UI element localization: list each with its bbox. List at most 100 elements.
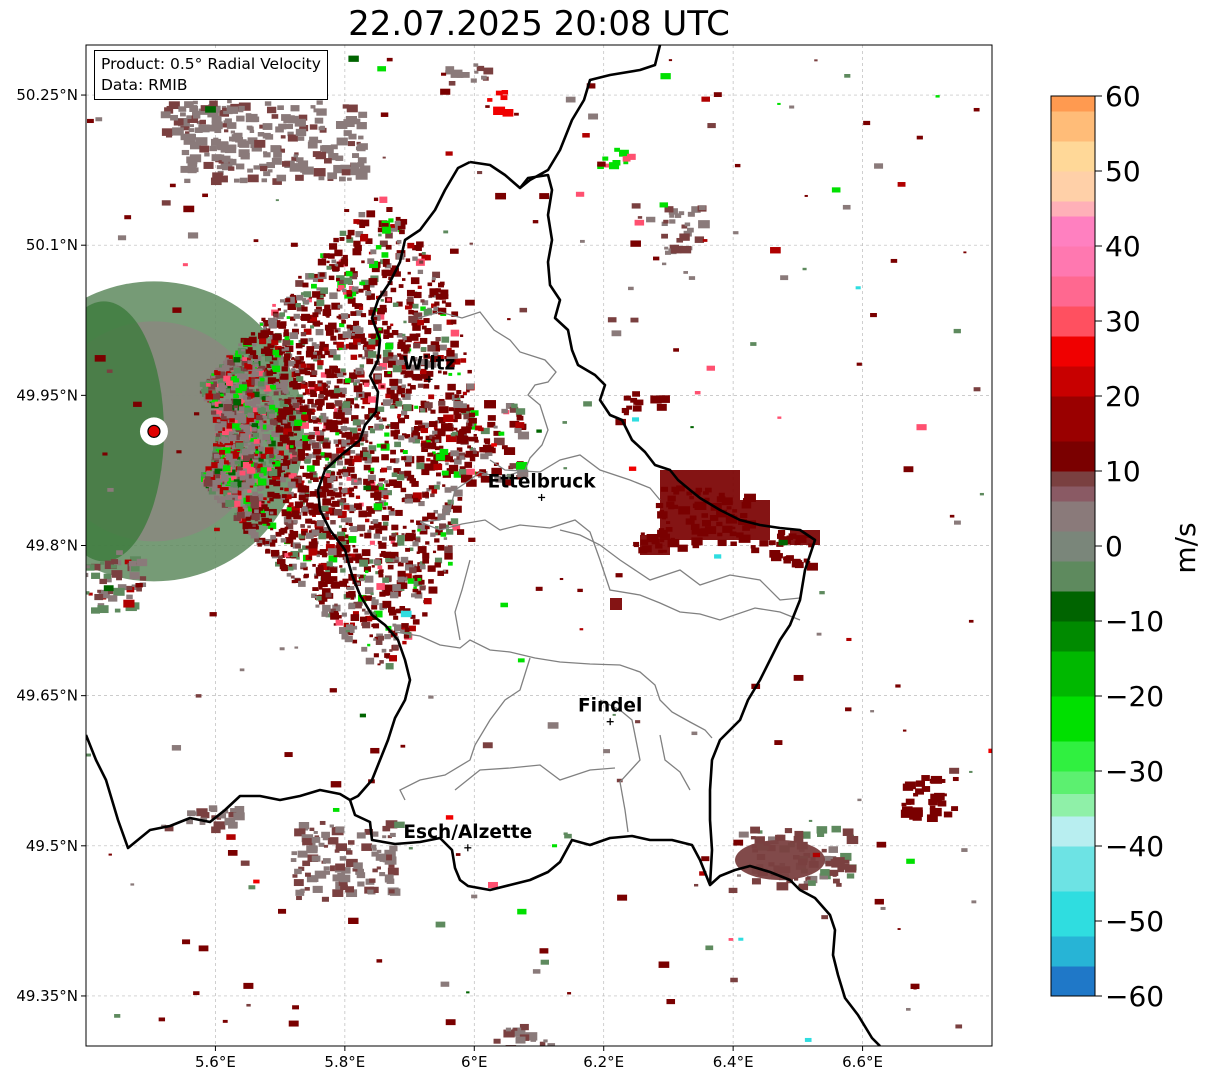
echo-pixel [251, 144, 262, 152]
echo-pixel [398, 223, 406, 230]
echo-pixel [367, 351, 377, 358]
echo-pixel [233, 404, 238, 409]
echo-pixel [294, 868, 302, 875]
echo-pixel [438, 445, 444, 449]
echo-pixel [292, 459, 298, 464]
echo-pixel [441, 470, 449, 476]
echo-pixel [442, 569, 446, 573]
echo-pixel [311, 529, 320, 536]
echo-pixel [211, 826, 221, 834]
echo-pixel [776, 882, 789, 891]
echo-pixel [292, 1005, 299, 1010]
echo-pixel [285, 494, 292, 500]
echo-pixel [429, 434, 435, 439]
echo-pixel [353, 455, 362, 463]
echo-pixel [308, 418, 314, 423]
echo-pixel [341, 468, 350, 475]
echo-pixel [311, 354, 318, 359]
echo-pixel [390, 430, 399, 437]
echo-pixel [358, 111, 368, 118]
echo-pixel [368, 338, 376, 345]
echo-pixel [447, 499, 454, 505]
echo-pixel [322, 513, 329, 519]
echo-pixel [401, 433, 407, 437]
echo-pixel [417, 358, 426, 366]
echo-pixel [233, 132, 243, 140]
echo-pixel [806, 562, 818, 571]
echo-pixel [205, 106, 216, 113]
echo-pixel [392, 623, 397, 627]
echo-pixel [442, 508, 451, 516]
echo-pixel [390, 449, 396, 455]
echo-pixel [323, 583, 328, 587]
echo-pixel [129, 572, 140, 580]
echo-pixel [286, 440, 296, 447]
echo-pixel [500, 602, 509, 608]
echo-pixel [333, 623, 337, 626]
echo-pixel [295, 128, 307, 137]
echo-pixel [401, 498, 407, 503]
echo-pixel [241, 511, 251, 519]
echo-pixel [374, 380, 379, 385]
echo-pixel [253, 879, 260, 884]
echo-pixel [309, 491, 317, 497]
echo-pixel [385, 232, 393, 239]
echo-pixel [483, 67, 494, 75]
echo-pixel [328, 275, 335, 281]
echo-pixel [301, 306, 308, 312]
echo-pixel [346, 858, 358, 868]
echo-pixel [233, 479, 243, 487]
echo-pixel [367, 529, 372, 533]
echo-pixel [356, 832, 366, 839]
colorbar-band [1051, 216, 1095, 247]
echo-pixel [427, 282, 433, 287]
echo-pixel [427, 452, 434, 457]
echo-pixel [856, 362, 862, 366]
echo-pixel [263, 152, 271, 158]
echo-pixel [309, 827, 315, 832]
echo-pixel [973, 387, 981, 392]
echo-pixel [819, 591, 825, 595]
echo-pixel [323, 475, 331, 483]
echo-pixel [427, 344, 436, 352]
echo-pixel [247, 412, 255, 418]
echo-pixel [302, 472, 308, 478]
echo-pixel [832, 874, 837, 877]
echo-pixel [168, 101, 180, 110]
echo-pixel [405, 560, 414, 567]
echo-pixel [256, 501, 264, 508]
echo-pixel [929, 807, 942, 817]
echo-pixel [437, 544, 445, 551]
echo-pixel [263, 385, 272, 392]
echo-pixel [227, 492, 232, 496]
echo-pixel [384, 634, 391, 640]
echo-pixel [679, 233, 690, 241]
echo-pixel [108, 853, 112, 856]
echo-pixel [211, 462, 219, 469]
echo-pixel [505, 402, 515, 409]
echo-pixel [692, 543, 700, 549]
echo-pixel [414, 420, 423, 425]
echo-pixel [373, 533, 381, 539]
echo-pixel [352, 248, 362, 256]
echo-pixel [254, 537, 260, 542]
echo-pixel [97, 589, 102, 593]
echo-pixel [366, 296, 371, 301]
echo-pixel [630, 397, 638, 403]
echo-pixel [231, 476, 237, 481]
echo-pixel [318, 126, 325, 131]
echo-pixel [825, 859, 836, 867]
echo-pixel [232, 423, 241, 431]
echo-pixel [245, 478, 255, 486]
echo-pixel [480, 475, 491, 483]
echo-pixel [577, 588, 583, 593]
country-borders [86, 45, 881, 1046]
echo-pixel [253, 165, 260, 170]
echo-pixel [359, 281, 366, 286]
echo-pixel [440, 88, 451, 95]
echo-pixel [222, 123, 229, 128]
echo-pixel [378, 327, 382, 331]
echo-pixel [245, 389, 253, 396]
echo-pixel [259, 338, 267, 345]
